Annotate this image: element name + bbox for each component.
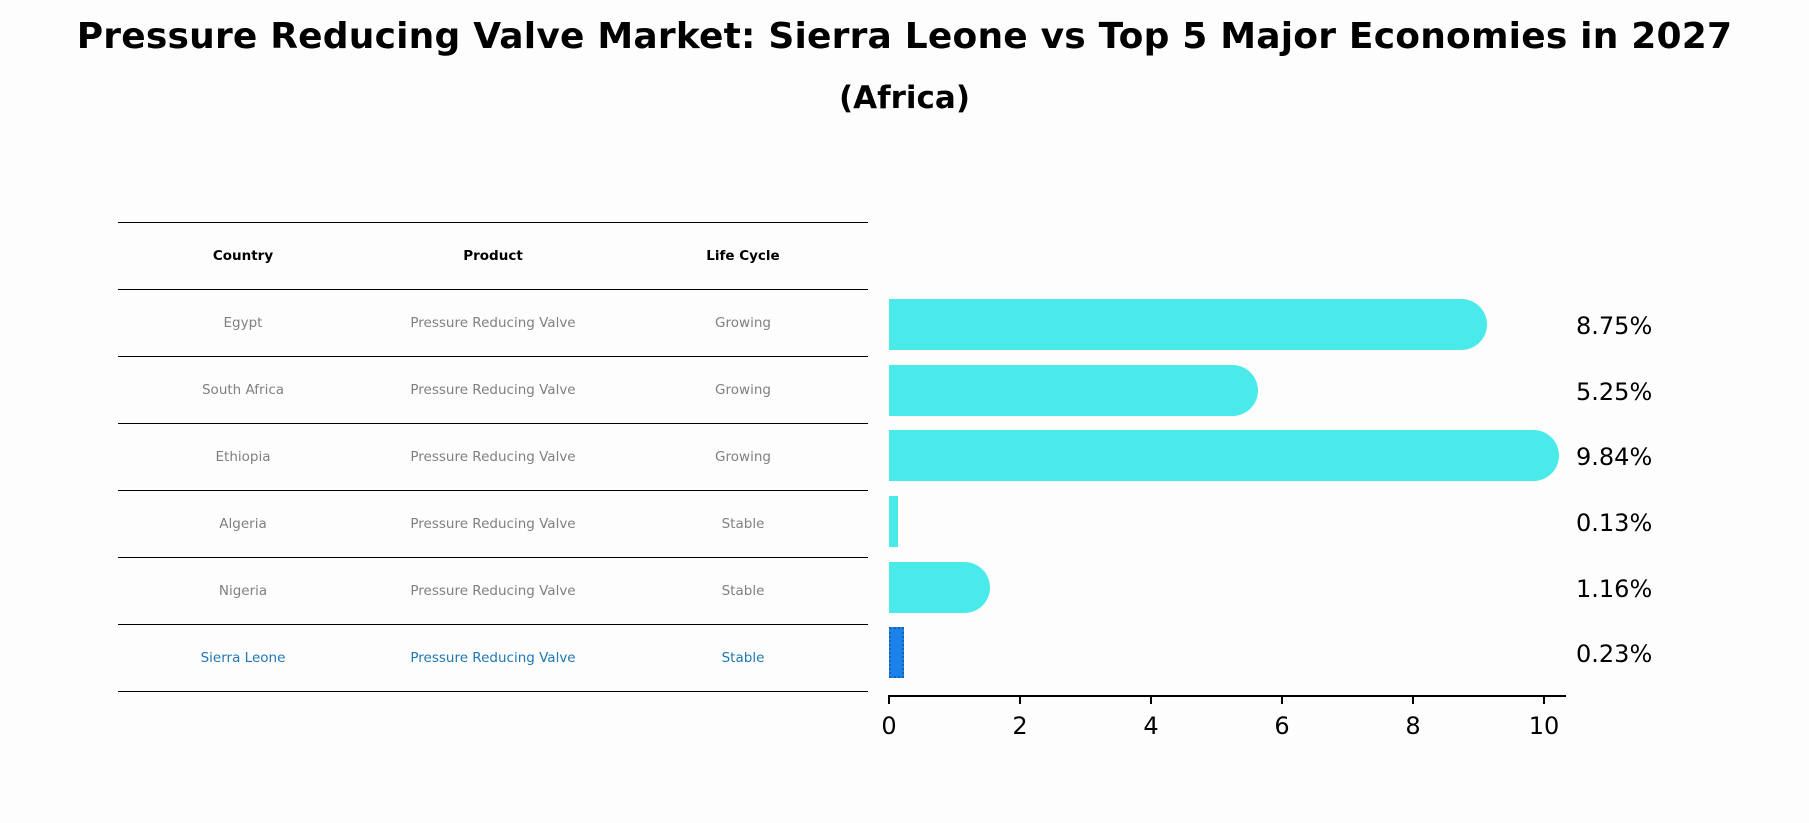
x-tick-label: 2: [1012, 712, 1028, 740]
table-row-highlighted: Sierra Leone Pressure Reducing Valve Sta…: [118, 624, 868, 692]
cell-product: Pressure Reducing Valve: [410, 516, 576, 532]
value-label: 5.25%: [1576, 378, 1653, 406]
x-tick: [1412, 696, 1414, 704]
cell-country: Ethiopia: [215, 449, 271, 465]
cell-product: Pressure Reducing Valve: [410, 583, 576, 599]
x-tick: [888, 696, 890, 704]
bar: [889, 561, 990, 613]
x-tick: [1281, 696, 1283, 704]
cell-life-cycle: Growing: [715, 315, 771, 331]
cell-life-cycle: Stable: [721, 650, 765, 666]
cell-life-cycle: Growing: [715, 382, 771, 398]
x-tick-label: 8: [1405, 712, 1421, 740]
value-label: 8.75%: [1576, 312, 1653, 340]
bar: [889, 429, 1559, 481]
header-country: Country: [212, 248, 274, 264]
x-tick: [1019, 696, 1021, 704]
table-row: Egypt Pressure Reducing Valve Growing: [118, 289, 868, 356]
bar-highlighted: [889, 626, 905, 678]
cell-country: Algeria: [219, 516, 267, 532]
header-life-cycle: Life Cycle: [706, 248, 780, 264]
cell-product: Pressure Reducing Valve: [410, 382, 576, 398]
x-axis-line: [888, 695, 1566, 697]
x-tick: [1543, 696, 1545, 704]
bar: [889, 364, 1258, 416]
x-tick-label: 6: [1274, 712, 1290, 740]
cell-country: Nigeria: [218, 583, 268, 599]
cell-product: Pressure Reducing Valve: [410, 650, 576, 666]
country-table: Country Product Life Cycle Egypt Pressur…: [118, 222, 868, 692]
chart-title: Pressure Reducing Valve Market: Sierra L…: [76, 16, 1733, 57]
chart-subtitle: (Africa): [838, 80, 971, 116]
value-label: 9.84%: [1576, 443, 1653, 471]
value-label: 1.16%: [1576, 575, 1653, 603]
x-tick-label: 4: [1143, 712, 1159, 740]
value-label: 0.13%: [1576, 509, 1653, 537]
header-product: Product: [463, 248, 523, 264]
cell-life-cycle: Stable: [721, 516, 765, 532]
table-row: Algeria Pressure Reducing Valve Stable: [118, 490, 868, 557]
table-row: Ethiopia Pressure Reducing Valve Growing: [118, 423, 868, 490]
cell-product: Pressure Reducing Valve: [410, 449, 576, 465]
cell-country: Egypt: [223, 315, 263, 331]
cell-life-cycle: Stable: [721, 583, 765, 599]
cell-country: Sierra Leone: [200, 650, 286, 666]
x-tick-label: 10: [1528, 712, 1560, 740]
bar: [889, 495, 898, 547]
bar: [889, 298, 1488, 350]
x-tick: [1150, 696, 1152, 704]
table-header-row: Country Product Life Cycle: [118, 222, 868, 289]
table-row: Nigeria Pressure Reducing Valve Stable: [118, 557, 868, 624]
cell-product: Pressure Reducing Valve: [410, 315, 576, 331]
cell-life-cycle: Growing: [715, 449, 771, 465]
value-label: 0.23%: [1576, 640, 1653, 668]
table-row: South Africa Pressure Reducing Valve Gro…: [118, 356, 868, 423]
x-tick-label: 0: [881, 712, 897, 740]
cell-country: South Africa: [201, 382, 285, 398]
